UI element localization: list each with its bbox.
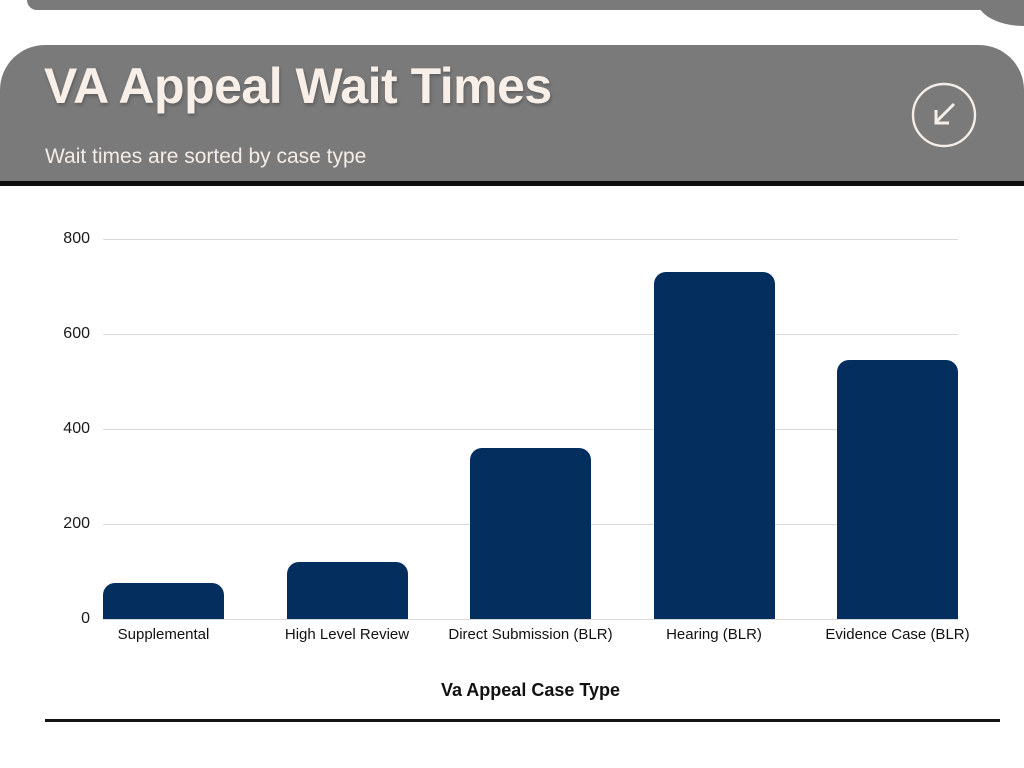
arrow-down-left-icon[interactable] xyxy=(910,81,978,149)
decorative-top-strip xyxy=(27,0,1024,10)
gridline-0 xyxy=(103,618,958,620)
y-tick-label-200: 200 xyxy=(63,514,90,532)
decorative-top-corner xyxy=(977,0,1024,26)
gridline-600 xyxy=(103,333,958,335)
bar-4 xyxy=(653,271,775,619)
bar-3 xyxy=(470,447,591,619)
page-subtitle: Wait times are sorted by case type xyxy=(45,145,367,168)
x-tick-label-4: Hearing (BLR) xyxy=(666,626,762,643)
x-tick-label-3: Direct Submission (BLR) xyxy=(448,626,613,643)
gridline-400 xyxy=(103,428,958,430)
y-tick-label-600: 600 xyxy=(63,324,90,342)
x-tick-label-1: Supplemental xyxy=(117,626,210,643)
y-tick-label-400: 400 xyxy=(63,419,90,437)
bar-chart: 0 200 400 600 800 Va Appeal Case Type Supple… xyxy=(0,186,1024,768)
page-title: VA Appeal Wait Times xyxy=(44,58,552,114)
footer-rule xyxy=(45,719,1000,722)
bar-5 xyxy=(837,359,958,619)
y-tick-label-800: 800 xyxy=(63,229,90,247)
header-divider xyxy=(0,181,1024,186)
y-tick-label-0: 0 xyxy=(81,609,90,627)
bar-1 xyxy=(103,582,224,619)
gridline-800 xyxy=(103,238,958,240)
header-banner: VA Appeal Wait Times Wait times are sort… xyxy=(0,45,1024,181)
x-axis-title: Va Appeal Case Type xyxy=(440,680,621,700)
bar-2 xyxy=(286,561,408,619)
x-tick-label-2: High Level Review xyxy=(284,626,410,643)
x-tick-label-5: Evidence Case (BLR) xyxy=(825,626,970,643)
